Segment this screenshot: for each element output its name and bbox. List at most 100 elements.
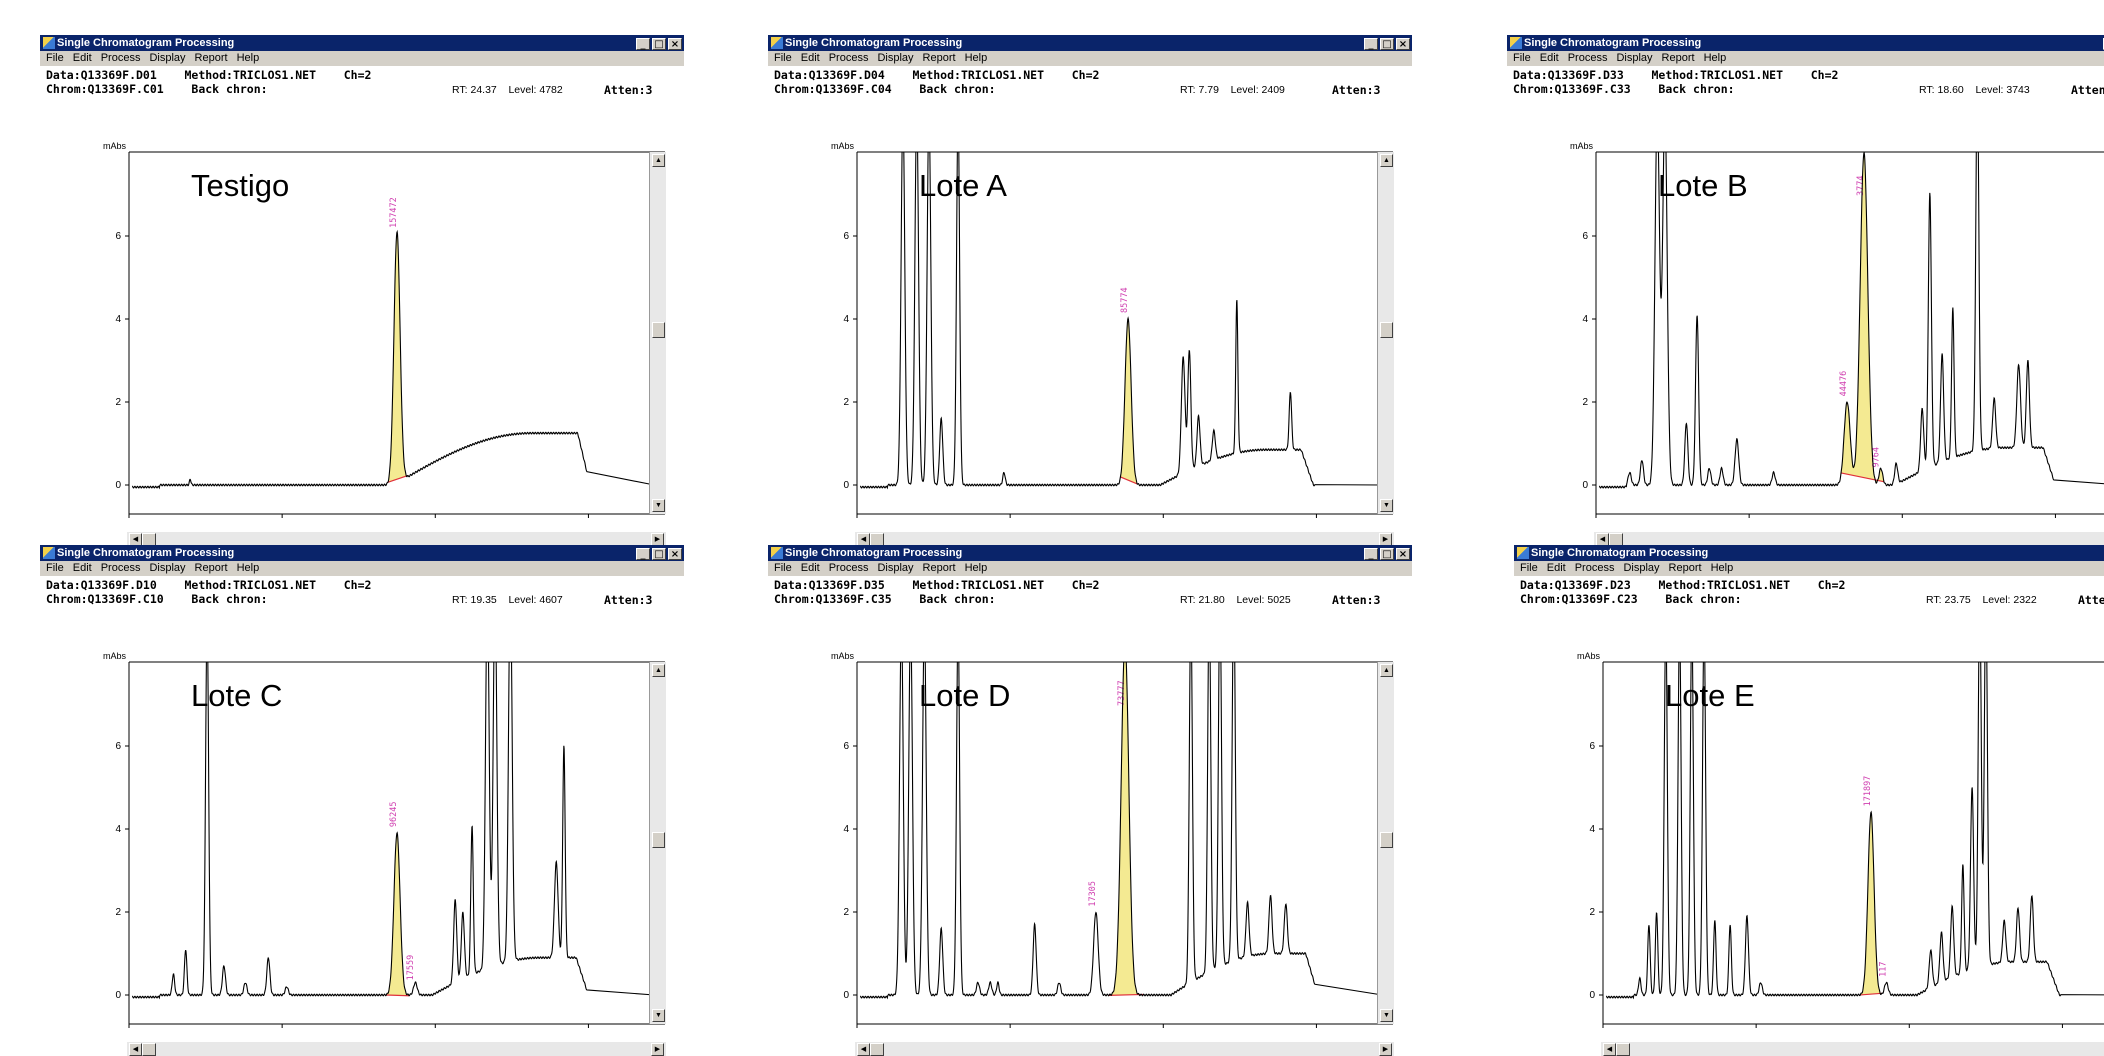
menu-item-help[interactable]: Help bbox=[236, 52, 260, 64]
menu-item-process[interactable]: Process bbox=[1574, 562, 1615, 574]
window-title: Single Chromatogram Processing bbox=[1524, 37, 1702, 49]
horizontal-scroll-thumb[interactable] bbox=[142, 1043, 156, 1056]
menu-item-display[interactable]: Display bbox=[877, 52, 914, 64]
chrom-info-line: Chrom:Q13369F.C10 Back chron: bbox=[46, 592, 268, 606]
menu-item-display[interactable]: Display bbox=[877, 562, 914, 574]
menu-item-process[interactable]: Process bbox=[100, 52, 141, 64]
scroll-down-arrow[interactable]: ▼ bbox=[652, 1009, 665, 1022]
menu-item-edit[interactable]: Edit bbox=[72, 52, 92, 64]
scroll-left-arrow[interactable]: ◀ bbox=[1603, 1043, 1616, 1056]
scroll-left-arrow[interactable]: ◀ bbox=[857, 1043, 870, 1056]
menu-item-edit[interactable]: Edit bbox=[1546, 562, 1566, 574]
y-axis-unit: mAbs bbox=[1577, 651, 1601, 661]
maximize-button[interactable]: □ bbox=[1380, 548, 1394, 560]
minimize-button[interactable]: _ bbox=[1364, 38, 1378, 50]
scroll-left-arrow[interactable]: ◀ bbox=[129, 1043, 142, 1056]
chromatogram-trace bbox=[859, 662, 1383, 1000]
scroll-up-arrow[interactable]: ▲ bbox=[652, 664, 665, 677]
menu-item-edit[interactable]: Edit bbox=[1539, 52, 1559, 64]
horizontal-scrollbar[interactable]: ◀▶ bbox=[855, 532, 1394, 546]
menu-item-help[interactable]: Help bbox=[1710, 562, 1734, 574]
vertical-scroll-thumb[interactable] bbox=[1380, 832, 1393, 848]
minimize-button[interactable]: _ bbox=[1364, 548, 1378, 560]
menu-item-file[interactable]: File bbox=[1520, 562, 1538, 574]
menu-item-process[interactable]: Process bbox=[100, 562, 141, 574]
vertical-scrollbar[interactable]: ▲ ▼ bbox=[1377, 662, 1394, 1024]
y-tick-label: 4 bbox=[1589, 824, 1595, 835]
horizontal-scrollbar[interactable]: ◀▶ bbox=[855, 1042, 1394, 1056]
chromatogram-window: Single Chromatogram Processing_□×File Edi… bbox=[1507, 35, 2104, 546]
menu-item-help[interactable]: Help bbox=[964, 562, 988, 574]
window-title: Single Chromatogram Processing bbox=[57, 37, 235, 49]
vertical-scroll-thumb[interactable] bbox=[652, 322, 665, 338]
close-button[interactable]: × bbox=[1396, 548, 1410, 560]
minimize-button[interactable]: _ bbox=[636, 38, 650, 50]
scroll-up-arrow[interactable]: ▲ bbox=[1380, 664, 1393, 677]
maximize-button[interactable]: □ bbox=[652, 548, 666, 560]
close-button[interactable]: × bbox=[668, 38, 682, 50]
vertical-scroll-thumb[interactable] bbox=[1380, 322, 1393, 338]
vertical-scroll-thumb[interactable] bbox=[652, 832, 665, 848]
menu-item-edit[interactable]: Edit bbox=[800, 52, 820, 64]
window-buttons: _□× bbox=[1362, 546, 1410, 562]
app-icon bbox=[1517, 547, 1529, 559]
scroll-down-arrow[interactable]: ▼ bbox=[1380, 499, 1393, 512]
rt-readout: RT: 24.37 bbox=[452, 84, 497, 96]
menu-item-report[interactable]: Report bbox=[922, 52, 956, 64]
peak-area-label: 157472 bbox=[389, 197, 399, 228]
menu-item-file[interactable]: File bbox=[1513, 52, 1531, 64]
vertical-scrollbar[interactable]: ▲ ▼ bbox=[1377, 152, 1394, 514]
rt-readout: RT: 7.79 bbox=[1180, 84, 1219, 96]
menu-bar: File Edit Process Display Report Help bbox=[1507, 51, 2104, 66]
menu-item-display[interactable]: Display bbox=[1623, 562, 1660, 574]
menu-item-help[interactable]: Help bbox=[236, 562, 260, 574]
menu-item-help[interactable]: Help bbox=[1703, 52, 1727, 64]
menu-item-display[interactable]: Display bbox=[149, 562, 186, 574]
menu-item-report[interactable]: Report bbox=[194, 562, 228, 574]
maximize-button[interactable]: □ bbox=[1380, 38, 1394, 50]
chromatogram-plot: 8577402460102030mAbsminLote A bbox=[831, 141, 1394, 518]
menu-item-report[interactable]: Report bbox=[1661, 52, 1695, 64]
menu-item-process[interactable]: Process bbox=[828, 562, 869, 574]
maximize-button[interactable]: □ bbox=[652, 38, 666, 50]
menu-item-edit[interactable]: Edit bbox=[800, 562, 820, 574]
chrom-info-line: Chrom:Q13369F.C23 Back chron: bbox=[1520, 592, 1742, 606]
menu-item-file[interactable]: File bbox=[774, 562, 792, 574]
minimize-button[interactable]: _ bbox=[636, 548, 650, 560]
data-info-line: Data:Q13369F.D01 Method:TRICLOS1.NET Ch=… bbox=[46, 68, 371, 82]
channel: Ch=2 bbox=[1071, 578, 1100, 592]
close-button[interactable]: × bbox=[1396, 38, 1410, 50]
menu-item-file[interactable]: File bbox=[774, 52, 792, 64]
peak-area-label: 9764 bbox=[1871, 447, 1881, 467]
scroll-down-arrow[interactable]: ▼ bbox=[652, 499, 665, 512]
menu-item-display[interactable]: Display bbox=[149, 52, 186, 64]
menu-item-process[interactable]: Process bbox=[828, 52, 869, 64]
menu-item-report[interactable]: Report bbox=[194, 52, 228, 64]
rt-readout: RT: 18.60 bbox=[1919, 84, 1964, 96]
menu-item-help[interactable]: Help bbox=[964, 52, 988, 64]
data-info-line: Data:Q13369F.D35 Method:TRICLOS1.NET Ch=… bbox=[774, 578, 1099, 592]
menu-item-report[interactable]: Report bbox=[922, 562, 956, 574]
horizontal-scrollbar[interactable]: ◀▶ bbox=[127, 532, 666, 546]
horizontal-scrollbar[interactable]: ◀▶ bbox=[1601, 1042, 2104, 1056]
menu-item-file[interactable]: File bbox=[46, 52, 64, 64]
horizontal-scroll-thumb[interactable] bbox=[870, 1043, 884, 1056]
menu-item-display[interactable]: Display bbox=[1616, 52, 1653, 64]
vertical-scrollbar[interactable]: ▲ ▼ bbox=[649, 152, 666, 514]
menu-item-process[interactable]: Process bbox=[1567, 52, 1608, 64]
vertical-scrollbar[interactable]: ▲ ▼ bbox=[649, 662, 666, 1024]
scroll-down-arrow[interactable]: ▼ bbox=[1380, 1009, 1393, 1022]
horizontal-scrollbar[interactable]: ◀▶ bbox=[1594, 532, 2104, 546]
scroll-right-arrow[interactable]: ▶ bbox=[651, 1043, 664, 1056]
horizontal-scrollbar[interactable]: ◀▶ bbox=[127, 1042, 666, 1056]
chrom-file: Chrom:Q13369F.C01 bbox=[46, 82, 164, 96]
scroll-right-arrow[interactable]: ▶ bbox=[1379, 1043, 1392, 1056]
scroll-up-arrow[interactable]: ▲ bbox=[1380, 154, 1393, 167]
close-button[interactable]: × bbox=[668, 548, 682, 560]
horizontal-scroll-thumb[interactable] bbox=[1616, 1043, 1630, 1056]
menu-item-edit[interactable]: Edit bbox=[72, 562, 92, 574]
menu-item-report[interactable]: Report bbox=[1668, 562, 1702, 574]
integration-baseline bbox=[387, 475, 408, 483]
scroll-up-arrow[interactable]: ▲ bbox=[652, 154, 665, 167]
menu-item-file[interactable]: File bbox=[46, 562, 64, 574]
